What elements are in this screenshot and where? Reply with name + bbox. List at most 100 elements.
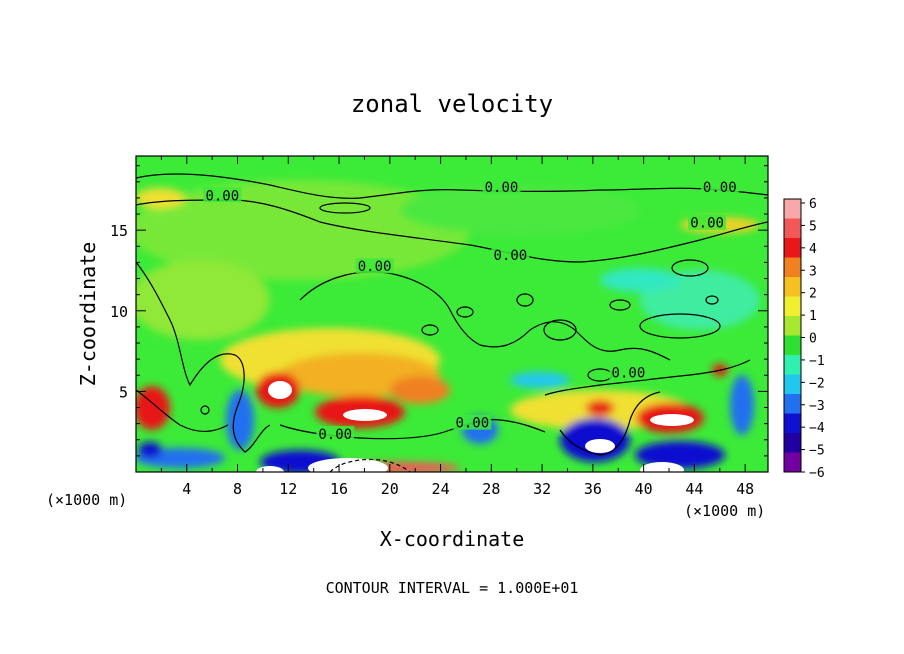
- y-axis-label: Z-coordinate: [76, 242, 100, 387]
- x-axis: 4 8 12 16 20 24 28 32 36 40 44 48: [160, 156, 754, 498]
- core-white: [585, 439, 615, 453]
- colorbar-segment: [784, 277, 801, 297]
- x-tick-label: 48: [736, 480, 754, 498]
- colorbar-segment: [784, 394, 801, 414]
- x-tick-label: 24: [432, 480, 450, 498]
- colorbar-segment: [784, 374, 801, 395]
- colorbar-label: 0: [809, 332, 817, 347]
- contour-label-bg: [700, 179, 739, 195]
- colorbar-segment: [784, 433, 801, 453]
- colorbar-label: 1: [809, 309, 817, 324]
- contour-label: 0.00: [318, 427, 352, 443]
- x-axis-label: X-coordinate: [380, 527, 525, 551]
- y-tick-label: 15: [110, 222, 128, 240]
- contour-label: 0.00: [485, 180, 519, 196]
- plot-frame: [135, 155, 769, 473]
- contour-label: 0.00: [358, 259, 392, 275]
- contour-label: 0.00: [455, 416, 489, 432]
- colorbar-label: −4: [809, 421, 825, 436]
- core-white: [640, 462, 684, 472]
- core-white: [343, 409, 387, 421]
- x-tick-label: 4: [182, 480, 191, 498]
- contour-labels: 0.00 0.00 0.00 0.00 0.00 0.00 0.00 0.00 0.00: [203, 179, 739, 443]
- contour-loop: [609, 299, 631, 311]
- x-tick-label: 20: [381, 480, 399, 498]
- contour-label-bg: [355, 258, 394, 274]
- contour-label: 0.00: [612, 366, 646, 382]
- x-tick-label: 36: [584, 480, 602, 498]
- colorbar-segment: [784, 316, 801, 336]
- colorbar-label: 2: [809, 287, 817, 302]
- colorbar-segment: [784, 296, 801, 317]
- field-blob: [600, 268, 680, 292]
- core-white: [268, 381, 292, 399]
- colorbar-label: 5: [809, 219, 817, 234]
- contour-label: 0.00: [690, 216, 724, 232]
- contour-line-dashed: [329, 458, 411, 472]
- contour-line: [136, 261, 271, 453]
- colorbar: 6 5 4 3 2 1 0 −1 −2 −3 −4 −5 −6: [783, 197, 825, 481]
- x-tick-label: 8: [233, 480, 242, 498]
- x-tick-label: 12: [279, 480, 297, 498]
- field-blob: [635, 441, 725, 469]
- x-tick-label: 40: [635, 480, 653, 498]
- field-blob: [586, 400, 614, 416]
- plot-area: 0.00 0.00 0.00 0.00 0.00 0.00 0.00 0.00 0.00: [136, 156, 768, 472]
- y-tick-label: 5: [119, 383, 128, 401]
- colorbar-label: 3: [809, 264, 817, 279]
- contour-label-bg: [316, 425, 355, 441]
- contour-loop: [639, 313, 721, 339]
- contour-label-bg: [453, 414, 492, 430]
- chart-title: zonal velocity: [351, 90, 553, 118]
- contour-loop: [421, 324, 439, 336]
- field-blob: [510, 372, 570, 388]
- x-tick-label: 28: [482, 480, 500, 498]
- contour-loop: [671, 259, 709, 277]
- contour-loop: [319, 202, 371, 214]
- colorbar-segment: [784, 355, 801, 375]
- contour-loop: [516, 293, 534, 307]
- contour-line: [559, 391, 661, 456]
- x-unit-left: (×1000 m): [46, 491, 127, 509]
- colorbar-label: 6: [809, 197, 817, 212]
- core-white: [650, 414, 694, 426]
- field-blob: [136, 180, 470, 280]
- colorbar-label: 4: [809, 242, 817, 257]
- field-blob: [136, 188, 185, 208]
- field-blob: [226, 390, 254, 450]
- x-tick-label: 16: [330, 480, 348, 498]
- colorbar-label: −3: [809, 399, 825, 414]
- core-white: [308, 458, 388, 472]
- field-blob: [138, 442, 162, 458]
- field-blob: [730, 375, 754, 435]
- contour-loop: [200, 405, 210, 415]
- colorbar-frame: [783, 198, 802, 473]
- contour-label: 0.00: [494, 248, 528, 264]
- contour-label: 0.00: [205, 188, 239, 204]
- field-blob: [136, 260, 270, 340]
- contour-line: [544, 359, 751, 396]
- x-tick-label: 44: [685, 480, 703, 498]
- field-blob: [400, 185, 640, 235]
- colorbar-segment: [784, 335, 801, 356]
- contour-label-bg: [491, 246, 530, 262]
- contour-loop: [456, 306, 474, 318]
- contour-label-bg: [609, 364, 648, 380]
- colorbar-label: −1: [809, 354, 825, 369]
- field-blob: [390, 376, 450, 404]
- y-tick-label: 10: [110, 303, 128, 321]
- colorbar-segment: [784, 218, 801, 239]
- contour-interval: CONTOUR INTERVAL = 1.000E+01: [326, 579, 579, 597]
- contour-label-bg: [482, 179, 521, 195]
- x-unit-right: (×1000 m): [684, 502, 765, 520]
- colorbar-segment: [784, 452, 801, 473]
- colorbar-segment: [784, 413, 801, 434]
- colorbar-segment: [784, 238, 801, 258]
- colorbar-label: −5: [809, 444, 825, 459]
- y-axis: 5 10 15: [110, 165, 768, 457]
- contour-loop: [705, 295, 719, 305]
- colorbar-label: −6: [809, 466, 825, 481]
- x-tick-label: 32: [533, 480, 551, 498]
- contour-label-bg: [688, 214, 727, 230]
